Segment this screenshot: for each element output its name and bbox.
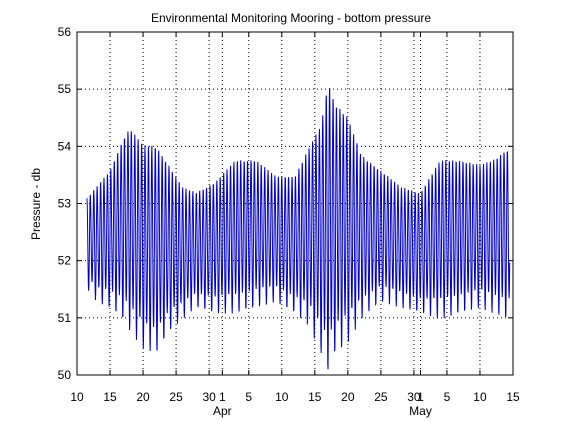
y-tick-label: 54	[58, 139, 72, 153]
x-tick-label: 10	[70, 390, 84, 404]
x-tick-label: 30	[202, 390, 216, 404]
x-tick-label: 15	[103, 390, 117, 404]
month-labels: Apr May	[213, 404, 432, 418]
x-tick-label: 25	[169, 390, 183, 404]
y-tick-label: 55	[58, 82, 72, 96]
x-tick-label: 10	[275, 390, 289, 404]
series-group	[86, 87, 511, 370]
y-ticks: 50 51 52 53 54 55 56	[58, 25, 513, 382]
y-axis-label: Pressure - db	[29, 168, 43, 240]
x-tick-label: 1	[219, 390, 226, 404]
month-label: May	[409, 404, 432, 418]
x-tick-label: 15	[506, 390, 520, 404]
y-tick-label: 53	[58, 197, 72, 211]
x-tick-label: 15	[308, 390, 322, 404]
y-tick-label: 56	[58, 25, 72, 39]
x-tick-label: 25	[374, 390, 388, 404]
x-tick-label: 10	[473, 390, 487, 404]
chart-title: Environmental Monitoring Mooring - botto…	[151, 11, 431, 25]
y-tick-label: 52	[58, 254, 72, 268]
y-tick-label: 50	[58, 368, 72, 382]
x-tick-label: 5	[245, 390, 252, 404]
y-tick-label: 51	[58, 311, 72, 325]
x-tick-label: 30	[407, 390, 421, 404]
month-label: Apr	[213, 404, 232, 418]
x-tick-label: 1	[417, 390, 424, 404]
x-tick-label: 5	[444, 390, 451, 404]
x-tick-label: 20	[136, 390, 150, 404]
pressure-series-line	[86, 87, 511, 370]
x-ticks: 10 15 20 25 30 1 5 10 15 20 25 301 5 10 15	[70, 32, 520, 404]
x-tick-label: 20	[341, 390, 355, 404]
